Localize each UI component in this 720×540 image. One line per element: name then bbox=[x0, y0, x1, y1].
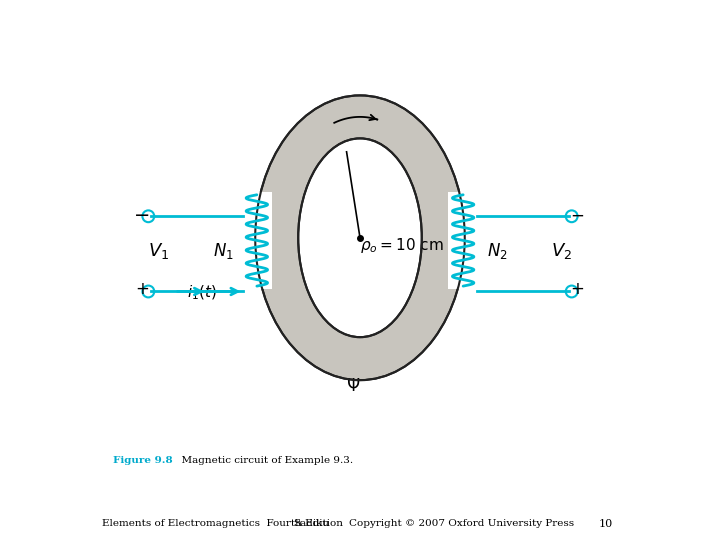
Text: $\rho_o = 10\ \mathrm{cm}$: $\rho_o = 10\ \mathrm{cm}$ bbox=[360, 237, 444, 255]
Bar bbox=[242, 192, 271, 289]
Text: Sadiku: Sadiku bbox=[293, 519, 329, 528]
Text: +: + bbox=[571, 280, 585, 298]
Ellipse shape bbox=[256, 96, 464, 380]
Text: Elements of Electromagnetics  Fourth Edition: Elements of Electromagnetics Fourth Edit… bbox=[102, 519, 343, 528]
Text: $N_1$: $N_1$ bbox=[212, 241, 233, 261]
Text: $i_1(t)$: $i_1(t)$ bbox=[186, 284, 217, 302]
Text: Magnetic circuit of Example 9.3.: Magnetic circuit of Example 9.3. bbox=[175, 456, 353, 465]
Text: −: − bbox=[571, 206, 585, 224]
Text: $N_2$: $N_2$ bbox=[487, 241, 508, 261]
Text: +: + bbox=[135, 280, 149, 298]
Text: $\Psi$: $\Psi$ bbox=[346, 376, 360, 395]
Text: Copyright © 2007 Oxford University Press: Copyright © 2007 Oxford University Press bbox=[349, 519, 575, 528]
Bar bbox=[449, 192, 478, 289]
Text: $V_1$: $V_1$ bbox=[148, 241, 169, 261]
Text: $V_2$: $V_2$ bbox=[551, 241, 572, 261]
Text: −: − bbox=[134, 206, 150, 225]
Text: Figure 9.8: Figure 9.8 bbox=[113, 456, 173, 465]
Ellipse shape bbox=[298, 138, 422, 337]
Text: 10: 10 bbox=[598, 518, 613, 529]
